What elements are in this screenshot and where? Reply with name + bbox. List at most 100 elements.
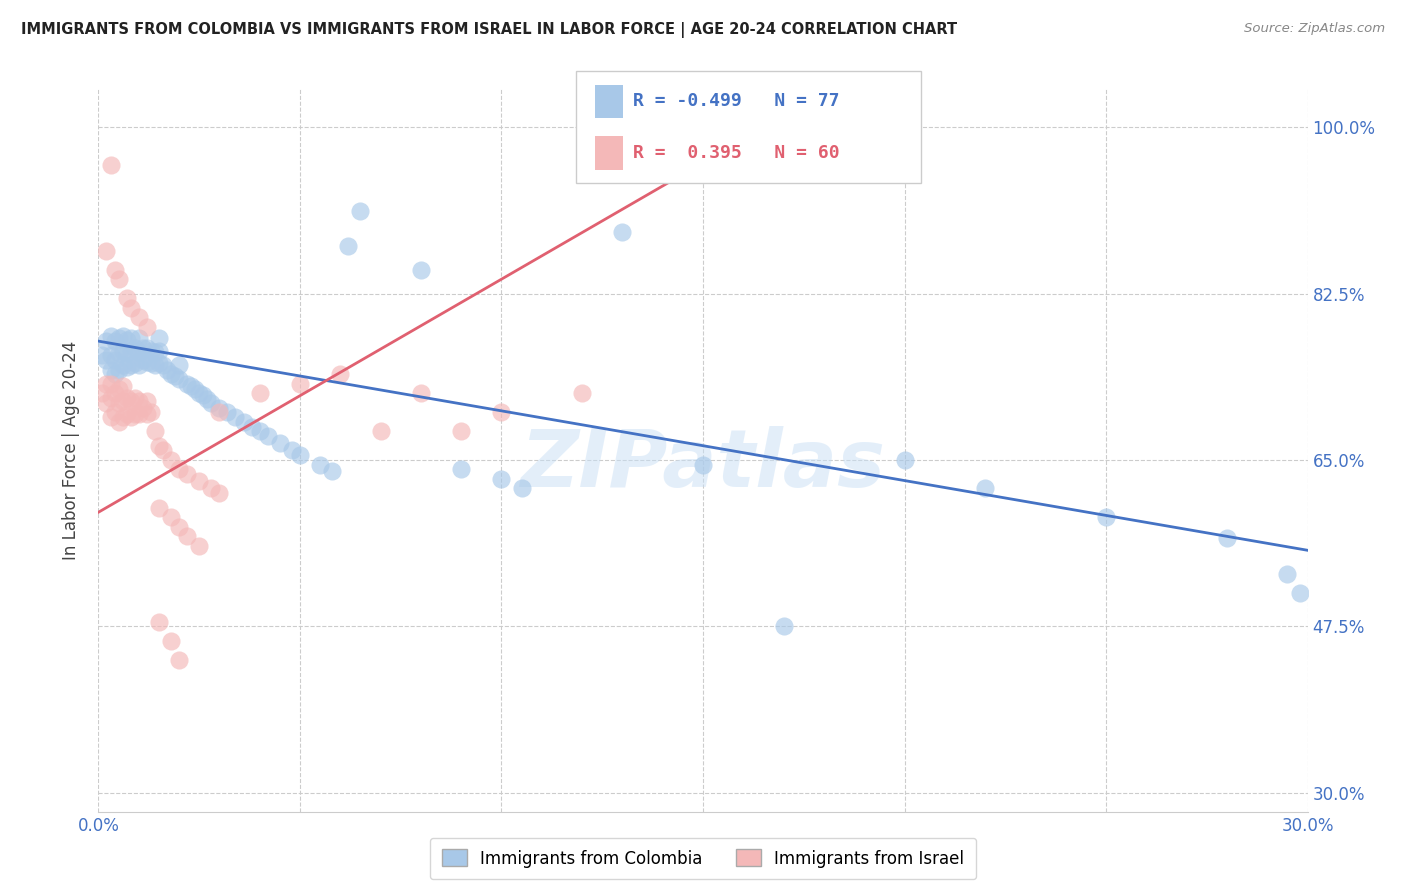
Point: [160, 453, 183, 467]
Point: [124, 391, 146, 405]
Point: [249, 425, 271, 439]
Point: [91, 386, 114, 401]
Point: [148, 331, 170, 345]
Point: [160, 633, 183, 648]
Point: [111, 329, 134, 343]
Point: [135, 319, 157, 334]
Point: [240, 419, 263, 434]
Point: [288, 376, 311, 391]
Point: [103, 334, 125, 348]
Point: [200, 482, 222, 496]
Point: [224, 410, 246, 425]
Point: [135, 355, 157, 369]
Point: [180, 379, 202, 393]
Point: [167, 519, 190, 533]
Text: IMMIGRANTS FROM COLOMBIA VS IMMIGRANTS FROM ISRAEL IN LABOR FORCE | AGE 20-24 CO: IMMIGRANTS FROM COLOMBIA VS IMMIGRANTS F…: [21, 22, 957, 38]
Point: [450, 462, 472, 476]
Point: [107, 346, 129, 360]
Point: [100, 158, 122, 172]
Y-axis label: In Labor Force | Age 20-24: In Labor Force | Age 20-24: [62, 341, 80, 560]
Point: [120, 343, 142, 358]
Point: [120, 410, 142, 425]
Point: [91, 348, 114, 362]
Point: [115, 346, 138, 360]
Point: [510, 482, 533, 496]
Point: [409, 386, 432, 401]
Point: [167, 372, 190, 386]
Point: [692, 458, 714, 472]
Point: [139, 356, 162, 370]
Point: [321, 464, 343, 478]
Point: [152, 443, 174, 458]
Point: [232, 415, 254, 429]
Text: R = -0.499   N = 77: R = -0.499 N = 77: [633, 93, 839, 111]
Legend: Immigrants from Colombia, Immigrants from Israel: Immigrants from Colombia, Immigrants fro…: [430, 838, 976, 880]
Point: [337, 239, 360, 253]
Point: [111, 343, 134, 358]
Point: [208, 405, 231, 419]
Point: [288, 448, 311, 462]
Text: ZIPatlas: ZIPatlas: [520, 425, 886, 504]
Point: [772, 619, 794, 633]
Point: [135, 341, 157, 355]
Point: [256, 429, 278, 443]
Point: [143, 358, 166, 372]
Point: [176, 529, 198, 543]
Point: [974, 482, 997, 496]
Point: [124, 356, 146, 370]
Point: [281, 443, 304, 458]
Point: [893, 453, 915, 467]
Point: [167, 462, 190, 476]
Point: [612, 225, 634, 239]
Point: [103, 263, 125, 277]
Point: [139, 405, 162, 419]
Point: [176, 467, 198, 482]
Point: [115, 359, 138, 374]
Point: [139, 343, 162, 358]
Point: [100, 410, 122, 425]
Point: [143, 344, 166, 359]
Point: [96, 396, 118, 410]
Point: [107, 272, 129, 286]
Text: R =  0.395   N = 60: R = 0.395 N = 60: [633, 144, 839, 161]
Point: [128, 310, 150, 325]
Point: [115, 407, 138, 422]
Point: [103, 353, 125, 368]
Point: [132, 341, 155, 355]
Point: [111, 358, 134, 372]
Point: [132, 353, 155, 368]
Point: [188, 539, 211, 553]
Point: [1277, 567, 1299, 582]
Point: [107, 415, 129, 429]
Point: [148, 500, 170, 515]
Point: [128, 394, 150, 409]
Point: [148, 343, 170, 358]
Point: [571, 386, 593, 401]
Point: [450, 425, 472, 439]
Point: [107, 396, 129, 410]
Point: [195, 392, 218, 406]
Point: [100, 348, 122, 362]
Point: [329, 368, 352, 382]
Point: [148, 356, 170, 370]
Text: Source: ZipAtlas.com: Source: ZipAtlas.com: [1244, 22, 1385, 36]
Point: [100, 362, 122, 376]
Point: [124, 407, 146, 422]
Point: [100, 391, 122, 405]
Point: [176, 376, 198, 391]
Point: [143, 425, 166, 439]
Point: [167, 358, 190, 372]
Point: [148, 615, 170, 629]
Point: [135, 394, 157, 409]
Point: [120, 301, 142, 315]
Point: [409, 263, 432, 277]
Point: [152, 358, 174, 372]
Point: [156, 362, 179, 376]
Point: [120, 358, 142, 372]
Point: [115, 333, 138, 347]
Point: [100, 376, 122, 391]
Point: [128, 344, 150, 359]
Point: [96, 376, 118, 391]
Point: [107, 331, 129, 345]
Point: [184, 382, 207, 396]
